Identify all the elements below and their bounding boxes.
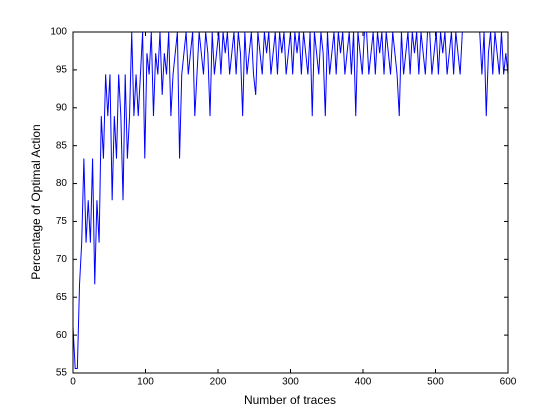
x-axis-label: Number of traces	[244, 393, 336, 407]
y-tick-label: 100	[50, 27, 67, 38]
y-axis-label: Percentage of Optimal Action	[29, 124, 43, 279]
x-tick-label: 600	[500, 377, 517, 388]
y-tick-label: 90	[56, 102, 68, 113]
x-tick-label: 300	[282, 377, 299, 388]
x-tick-label: 0	[70, 377, 76, 388]
y-tick-label: 85	[56, 140, 68, 151]
y-tick-label: 95	[56, 65, 68, 76]
y-tick-label: 55	[56, 368, 68, 379]
x-tick-label: 200	[210, 377, 227, 388]
y-tick-label: 75	[56, 216, 68, 227]
x-tick-label: 500	[427, 377, 444, 388]
y-tick-label: 65	[56, 292, 68, 303]
x-tick-label: 100	[137, 377, 154, 388]
y-tick-label: 60	[56, 330, 68, 341]
x-tick-label: 400	[355, 377, 372, 388]
y-tick-label: 70	[56, 254, 68, 265]
y-tick-label: 80	[56, 178, 68, 189]
